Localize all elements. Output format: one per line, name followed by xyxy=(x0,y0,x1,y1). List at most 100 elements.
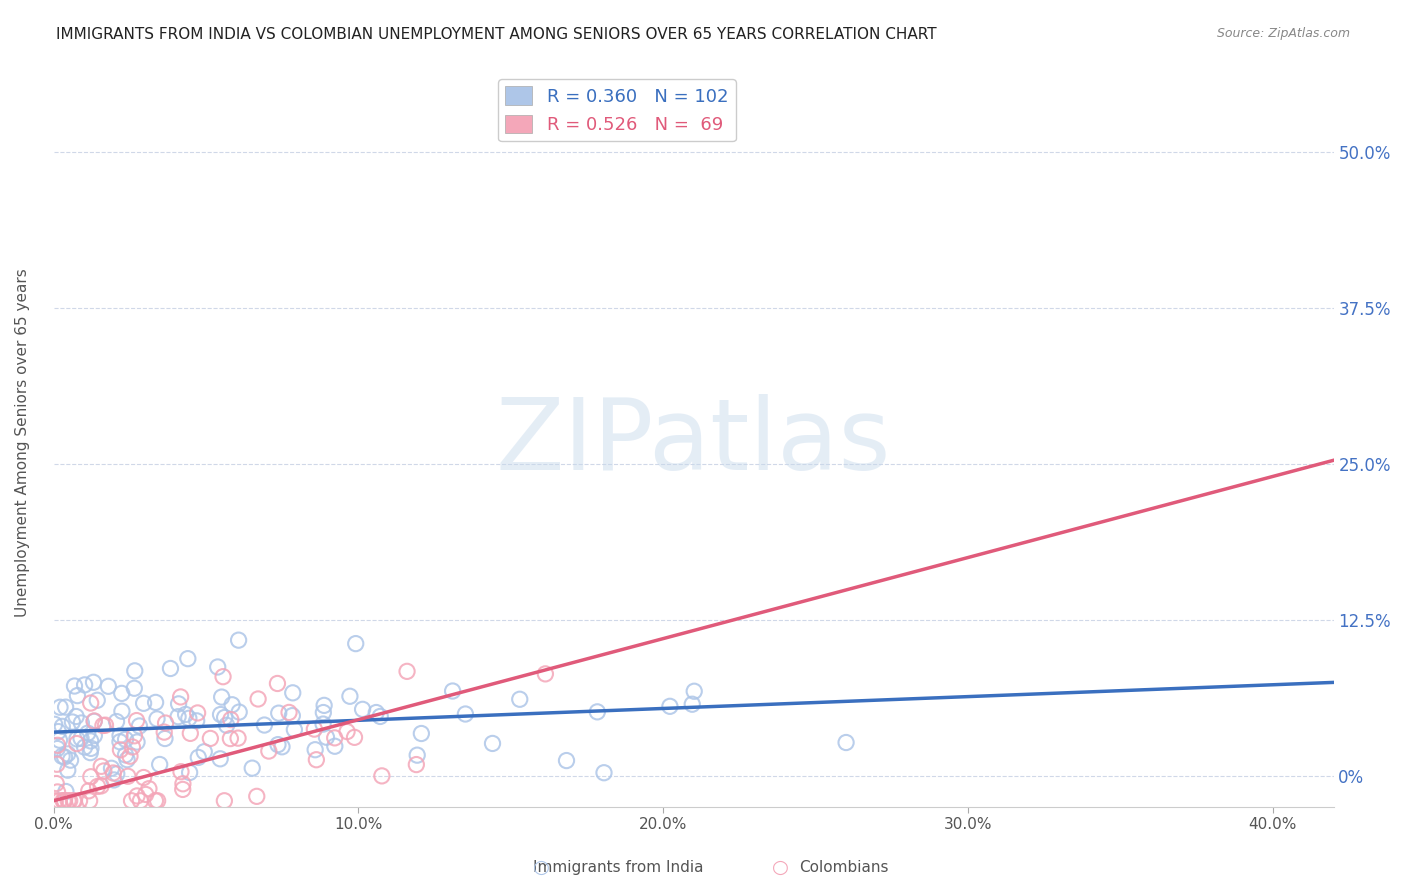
Point xyxy=(366,706,388,720)
Point xyxy=(172,777,194,791)
Point xyxy=(79,794,101,808)
Point xyxy=(105,767,128,781)
Point xyxy=(149,757,172,772)
Point xyxy=(179,765,201,780)
Point xyxy=(121,739,143,754)
Point xyxy=(209,707,232,722)
Point xyxy=(187,750,209,764)
Point xyxy=(179,726,201,740)
Point xyxy=(593,765,616,780)
Point xyxy=(253,718,276,732)
Point xyxy=(211,690,233,704)
Point xyxy=(257,744,280,758)
Point xyxy=(228,633,250,648)
Point xyxy=(509,692,531,706)
Point xyxy=(55,700,77,714)
Point xyxy=(55,784,77,798)
Point xyxy=(56,747,79,761)
Point xyxy=(304,722,326,736)
Point xyxy=(343,731,366,745)
Point xyxy=(44,717,66,731)
Point xyxy=(59,753,82,767)
Point xyxy=(62,794,84,808)
Point xyxy=(82,675,104,690)
Point xyxy=(44,794,66,808)
Point xyxy=(344,637,367,651)
Point xyxy=(52,794,75,808)
Point xyxy=(56,794,79,808)
Text: ZIPatlas: ZIPatlas xyxy=(496,393,891,491)
Point xyxy=(73,740,96,755)
Point xyxy=(132,771,155,785)
Point xyxy=(214,710,236,724)
Point xyxy=(221,698,243,712)
Point xyxy=(111,704,134,718)
Point xyxy=(46,785,69,799)
Point xyxy=(66,689,89,703)
Point xyxy=(79,746,101,760)
Point xyxy=(110,743,132,757)
Point xyxy=(70,716,93,731)
Point xyxy=(53,794,76,808)
Point xyxy=(63,794,86,808)
Point xyxy=(53,750,76,764)
Point xyxy=(114,747,136,762)
Point xyxy=(45,757,67,772)
Point xyxy=(304,742,326,756)
Point xyxy=(281,708,304,723)
Point xyxy=(339,690,361,704)
Point xyxy=(53,794,76,808)
Point xyxy=(48,794,70,808)
Text: ○: ○ xyxy=(772,857,789,877)
Point xyxy=(219,713,242,727)
Point xyxy=(129,794,152,808)
Point xyxy=(170,764,193,779)
Point xyxy=(66,737,89,751)
Point xyxy=(169,690,191,704)
Point xyxy=(368,709,391,723)
Point xyxy=(132,696,155,710)
Point xyxy=(97,679,120,693)
Point xyxy=(187,706,209,720)
Point xyxy=(214,794,236,808)
Text: Immigrants from India: Immigrants from India xyxy=(533,860,704,874)
Point xyxy=(454,706,477,721)
Point xyxy=(91,718,114,732)
Point xyxy=(128,719,150,733)
Point xyxy=(314,698,336,713)
Point xyxy=(117,769,139,783)
Point xyxy=(534,666,557,681)
Point xyxy=(146,712,169,726)
Point xyxy=(69,794,91,808)
Point xyxy=(100,761,122,775)
Point xyxy=(247,692,270,706)
Point xyxy=(658,699,681,714)
Point xyxy=(108,735,131,749)
Point xyxy=(219,731,242,746)
Point xyxy=(406,748,429,763)
Point xyxy=(193,745,215,759)
Text: IMMIGRANTS FROM INDIA VS COLOMBIAN UNEMPLOYMENT AMONG SENIORS OVER 65 YEARS CORR: IMMIGRANTS FROM INDIA VS COLOMBIAN UNEMP… xyxy=(56,27,936,42)
Point xyxy=(45,776,67,790)
Point xyxy=(145,794,167,808)
Point xyxy=(146,794,169,808)
Point xyxy=(586,705,609,719)
Point xyxy=(138,781,160,796)
Point xyxy=(145,695,167,709)
Point xyxy=(212,670,235,684)
Point xyxy=(835,735,858,749)
Point xyxy=(246,789,269,804)
Point xyxy=(70,731,93,746)
Point xyxy=(51,749,73,764)
Point xyxy=(167,697,190,711)
Point xyxy=(215,718,238,732)
Point xyxy=(172,782,194,797)
Point xyxy=(46,724,69,739)
Point xyxy=(226,731,249,746)
Point xyxy=(207,660,229,674)
Point xyxy=(79,734,101,748)
Point xyxy=(281,686,304,700)
Point xyxy=(121,794,143,808)
Point xyxy=(83,729,105,743)
Point xyxy=(312,706,335,720)
